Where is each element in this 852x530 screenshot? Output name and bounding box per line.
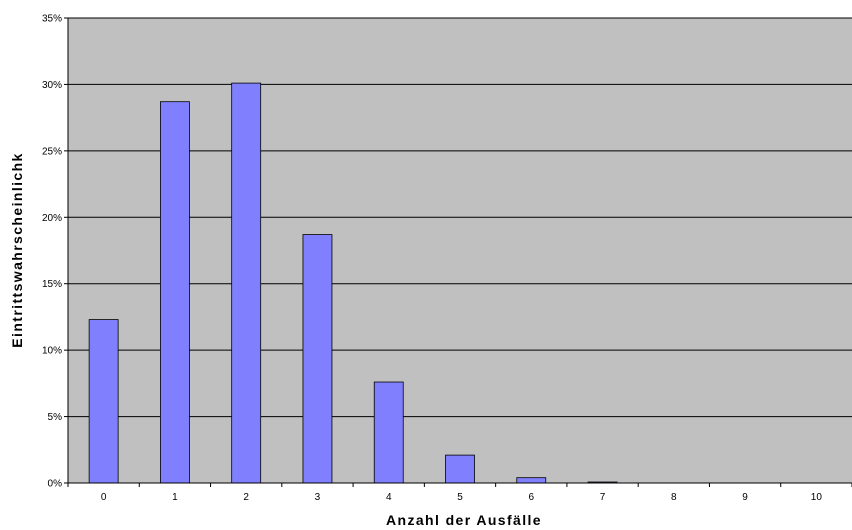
x-axis-title: Anzahl der Ausfälle <box>386 512 542 528</box>
x-tick-label: 1 <box>172 492 178 503</box>
x-tick-label: 4 <box>386 492 392 503</box>
y-axis-title: Eintrittswahrscheinlichk <box>9 152 25 347</box>
axes <box>64 17 852 487</box>
y-tick-label: 10% <box>42 346 62 357</box>
bar <box>445 454 475 484</box>
gridlines <box>68 17 852 418</box>
x-tick-labels: 0 1 2 3 4 5 6 7 8 9 10 <box>101 492 823 503</box>
x-tick-label: 2 <box>243 492 249 503</box>
bar <box>373 381 404 484</box>
x-tick-label: 6 <box>528 492 534 503</box>
x-tick-label: 3 <box>315 492 321 503</box>
bar <box>302 234 333 484</box>
y-tick-label: 25% <box>42 146 62 157</box>
y-tick-label: 20% <box>42 213 62 224</box>
plot-area <box>68 18 852 483</box>
bar <box>88 319 119 484</box>
bar <box>231 82 262 484</box>
x-tick-label: 5 <box>457 492 463 503</box>
y-tick-label: 0% <box>48 479 63 490</box>
y-tick-label: 30% <box>42 80 62 91</box>
y-tick-label: 35% <box>42 14 62 25</box>
y-tick-label: 5% <box>48 412 63 423</box>
x-tick-label: 7 <box>600 492 606 503</box>
x-tick-label: 0 <box>101 492 107 503</box>
y-tick-labels: 0% 5% 10% 15% 20% 25% 30% 35% <box>42 14 62 490</box>
bar <box>516 477 547 484</box>
x-tick-label: 10 <box>811 492 823 503</box>
y-tick-label: 15% <box>42 279 62 290</box>
x-tick-label: 8 <box>671 492 677 503</box>
bar <box>160 101 190 484</box>
x-tick-label: 9 <box>742 492 748 503</box>
